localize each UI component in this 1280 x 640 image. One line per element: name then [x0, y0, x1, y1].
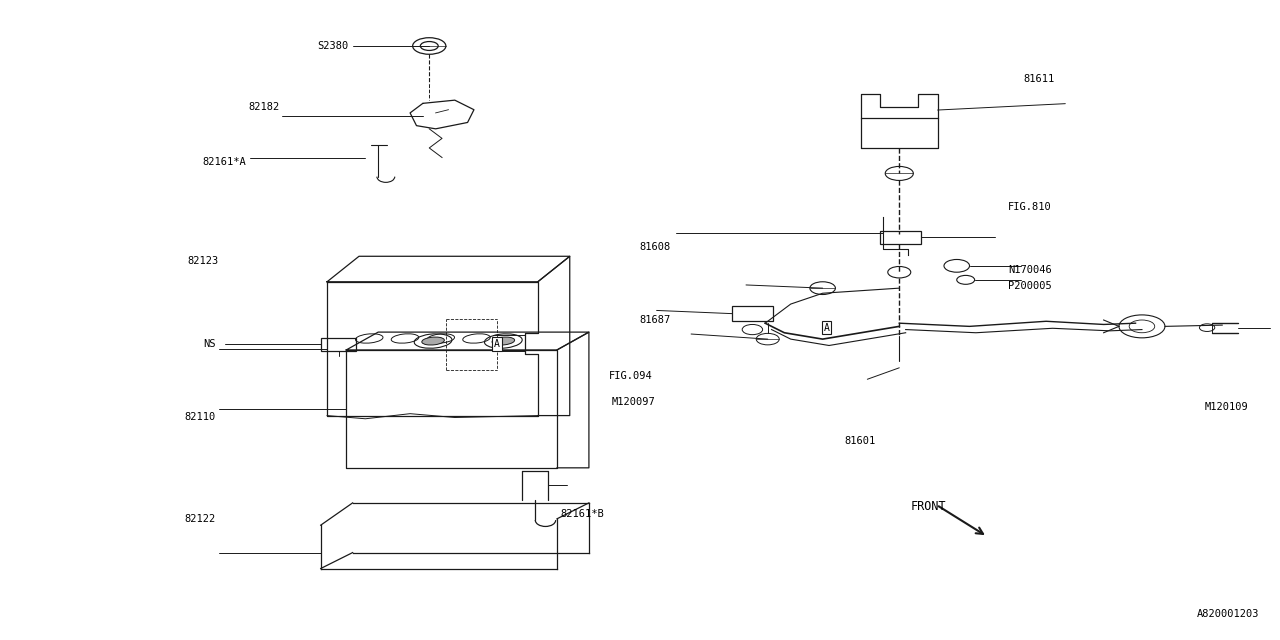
Text: A820001203: A820001203 — [1197, 609, 1260, 620]
Text: 81608: 81608 — [640, 243, 671, 252]
Text: NS: NS — [204, 339, 216, 349]
Text: FIG.810: FIG.810 — [1007, 202, 1052, 212]
Text: A: A — [494, 339, 500, 349]
Text: 82161*B: 82161*B — [561, 509, 604, 518]
Text: 82182: 82182 — [248, 102, 280, 112]
Text: N170046: N170046 — [1007, 266, 1052, 275]
Text: 81601: 81601 — [844, 436, 876, 446]
Text: FRONT: FRONT — [911, 500, 946, 513]
Text: 82110: 82110 — [184, 412, 216, 422]
Bar — [881, 231, 922, 244]
Text: S2380: S2380 — [317, 41, 348, 51]
Text: A: A — [823, 323, 829, 333]
Text: 82161*A: 82161*A — [202, 157, 247, 167]
Text: 82123: 82123 — [187, 257, 219, 266]
Text: M120097: M120097 — [612, 397, 655, 406]
Ellipse shape — [422, 337, 444, 345]
Text: 81611: 81611 — [1023, 74, 1055, 84]
Text: 81687: 81687 — [640, 315, 671, 325]
Text: 82122: 82122 — [184, 514, 216, 524]
Text: FIG.094: FIG.094 — [609, 371, 653, 381]
Text: P200005: P200005 — [1007, 280, 1052, 291]
Bar — [321, 338, 356, 351]
Ellipse shape — [492, 337, 515, 345]
Bar — [732, 306, 773, 321]
Text: M120109: M120109 — [1204, 402, 1248, 412]
